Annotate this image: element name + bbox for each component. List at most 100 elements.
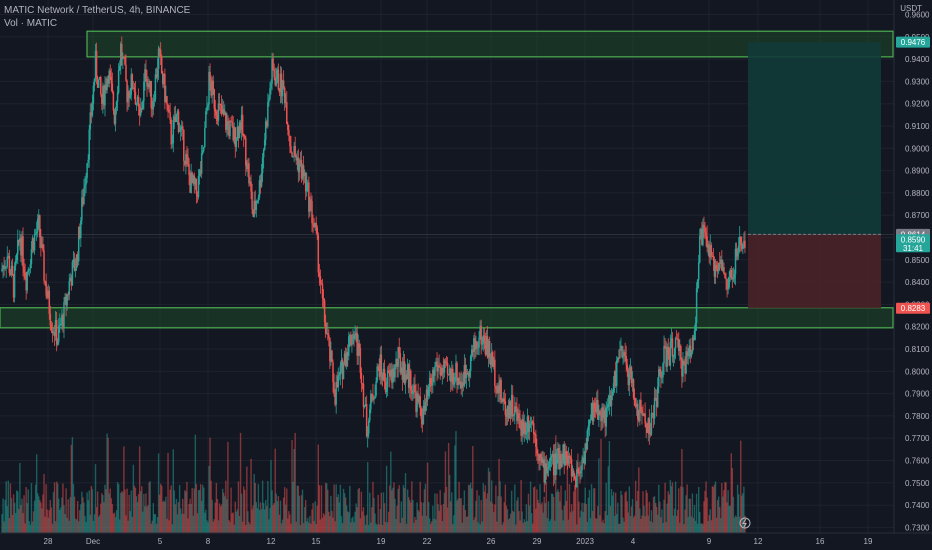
volume-bar <box>667 491 669 533</box>
candle-body <box>614 371 617 387</box>
candle-body <box>623 352 625 357</box>
candle-body <box>114 107 117 124</box>
candle-body <box>370 393 372 410</box>
volume-bar <box>214 502 217 533</box>
volume-bar <box>355 503 357 533</box>
candle-body <box>323 300 326 322</box>
candle-body <box>712 255 715 261</box>
candle-body <box>333 382 335 395</box>
price-tick-label: 0.7400 <box>905 501 930 510</box>
volume-bar <box>161 485 163 533</box>
volume-bar <box>195 484 198 533</box>
candle-body <box>441 367 444 375</box>
candle-body <box>586 430 589 450</box>
candle-body <box>455 362 457 377</box>
volume-bar <box>366 462 369 533</box>
candle-body <box>702 224 704 246</box>
candle-body <box>521 419 523 436</box>
candle-body <box>561 460 563 467</box>
volume-bar <box>673 508 676 533</box>
volume-bar <box>292 481 294 533</box>
volume-bar <box>699 512 701 533</box>
candle-body <box>477 347 479 349</box>
volume-bar <box>689 498 692 533</box>
volume-bar <box>311 509 313 533</box>
volume-bar <box>288 511 290 533</box>
candle-body <box>153 99 156 102</box>
candle-body <box>15 254 18 261</box>
volume-bar <box>654 502 657 533</box>
candle-body <box>289 135 291 147</box>
candle-body <box>6 256 9 267</box>
candle-body <box>360 372 363 384</box>
candle-body <box>666 346 668 367</box>
volume-bar <box>690 516 693 533</box>
candle-body <box>403 361 406 384</box>
candle-body <box>258 180 261 198</box>
volume-bar <box>524 521 527 533</box>
candle-body <box>102 86 104 104</box>
volume-bar <box>191 488 193 533</box>
price-axis-panel[interactable] <box>894 0 932 533</box>
candle-body <box>384 381 387 392</box>
replay-icon[interactable] <box>739 517 751 529</box>
volume-bar <box>252 505 254 533</box>
position-tool[interactable] <box>0 42 894 309</box>
volume-title[interactable]: Vol · MATIC <box>4 18 58 29</box>
candle-body <box>309 199 311 212</box>
price-tick-label: 0.9100 <box>905 122 930 131</box>
volume-bar <box>176 514 179 533</box>
candle-body <box>171 143 173 145</box>
volume-bar <box>602 519 604 533</box>
volume-bar <box>619 523 621 533</box>
volume-bar <box>264 509 266 533</box>
volume-bar <box>427 501 430 533</box>
candle-body <box>105 84 107 91</box>
candle-body <box>729 269 731 277</box>
volume-bar <box>79 510 81 533</box>
volume-bar <box>435 519 437 533</box>
volume-bar <box>80 504 82 533</box>
symbol-title[interactable]: MATIC Network / TetherUS, 4h, BINANCE <box>4 5 191 16</box>
candle-body <box>173 116 176 120</box>
candle-body <box>744 240 746 249</box>
volume-bar <box>279 500 282 533</box>
time-tick-label: 22 <box>423 537 432 546</box>
candle-body <box>65 296 67 306</box>
volume-bar <box>315 524 317 533</box>
volume-bar <box>401 517 404 533</box>
volume-bar <box>413 522 415 533</box>
candle-body <box>83 188 85 205</box>
volume-bar <box>417 510 419 533</box>
time-tick-label: 9 <box>707 537 712 546</box>
volume-bar <box>169 489 171 533</box>
volume-bar <box>211 499 213 533</box>
volume-bar <box>499 481 501 533</box>
candle-body <box>369 409 371 421</box>
candle-body <box>279 73 282 93</box>
candle-body <box>138 106 141 116</box>
candle-body <box>737 245 740 252</box>
volume-bar <box>375 523 377 533</box>
volume-bar <box>707 521 709 533</box>
candle-body <box>165 96 167 102</box>
volume-bar <box>218 503 221 533</box>
profit-zone <box>748 42 881 235</box>
volume-bar <box>736 484 739 533</box>
volume-bar <box>308 522 310 533</box>
candle-body <box>397 347 399 367</box>
currency-label: USDT <box>900 4 922 13</box>
volume-bar <box>542 512 544 533</box>
volume-bar <box>724 482 726 533</box>
volume-bar <box>248 522 250 533</box>
candle-body <box>180 126 183 128</box>
candle-body <box>281 80 284 97</box>
candle-body <box>503 398 506 402</box>
volume-bar <box>443 492 446 533</box>
time-axis-panel[interactable] <box>0 533 932 550</box>
candle-body <box>617 357 619 361</box>
volume-bar <box>539 484 541 533</box>
candle-body <box>660 371 662 378</box>
candle-body <box>334 394 336 405</box>
